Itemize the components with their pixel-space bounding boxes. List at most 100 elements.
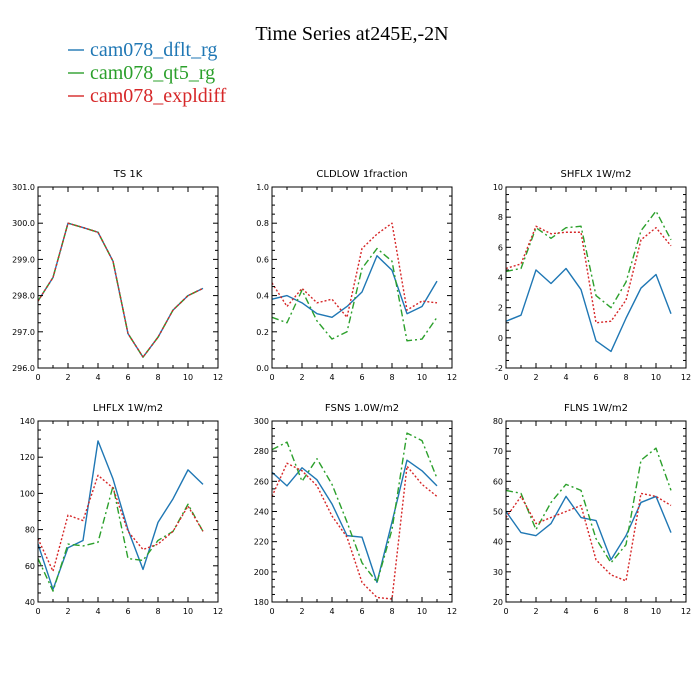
x-tick-label: 12 <box>681 607 691 616</box>
y-tick-label: 300.0 <box>12 219 35 228</box>
y-tick-label: 2 <box>498 304 503 313</box>
y-tick-label: 60 <box>493 477 503 486</box>
x-tick-label: 8 <box>155 373 160 382</box>
x-tick-label: 10 <box>417 607 427 616</box>
series-line <box>271 459 438 584</box>
x-tick-label: 0 <box>269 607 274 616</box>
y-tick-label: 1.0 <box>256 183 269 192</box>
series-line <box>271 462 438 600</box>
y-tick-label: 299.0 <box>12 255 35 264</box>
x-tick-label: 12 <box>681 373 691 382</box>
y-tick-label: 120 <box>20 453 35 462</box>
series-line <box>37 485 204 592</box>
series-line <box>37 440 204 591</box>
x-tick-label: 12 <box>213 607 223 616</box>
x-tick-label: 4 <box>95 373 100 382</box>
y-tick-label: 20 <box>493 598 503 607</box>
y-tick-label: 50 <box>493 508 503 517</box>
series-line <box>271 432 438 584</box>
y-tick-label: 80 <box>25 526 35 535</box>
y-tick-label: 40 <box>25 598 35 607</box>
series-line <box>505 267 672 353</box>
y-tick-label: 220 <box>254 538 269 547</box>
legend-label: cam078_expldiff <box>90 85 227 107</box>
y-tick-label: 0.0 <box>256 364 269 373</box>
x-tick-label: 10 <box>651 607 661 616</box>
x-tick-label: 12 <box>447 373 457 382</box>
x-tick-label: 10 <box>183 607 193 616</box>
figure-title: Time Series at245E,-2N <box>255 23 448 45</box>
x-tick-label: 2 <box>65 607 70 616</box>
y-tick-label: 40 <box>493 538 503 547</box>
x-tick-label: 2 <box>299 607 304 616</box>
y-tick-label: 100 <box>20 489 35 498</box>
y-tick-label: 0 <box>498 334 503 343</box>
panel-title: FSNS 1.0W/m2 <box>325 403 399 414</box>
plot-frame <box>505 420 687 603</box>
panel-title: LHFLX 1W/m2 <box>93 403 163 414</box>
x-tick-label: 6 <box>125 607 130 616</box>
y-tick-label: 297.0 <box>12 328 35 337</box>
x-tick-label: 2 <box>65 373 70 382</box>
x-tick-label: 10 <box>417 373 427 382</box>
x-tick-label: 0 <box>35 373 40 382</box>
x-tick-label: 10 <box>183 373 193 382</box>
chart-panel: TS 1K 0 2 4 6 8 10 12 296.0 297.0 298.0 299.0 300.0 3… <box>12 169 223 382</box>
x-tick-label: 4 <box>329 373 334 382</box>
series-line <box>505 447 672 564</box>
panels: TS 1K0 2 4 6 8 10 12296.0297.0298.0299.0300.03… <box>12 169 691 616</box>
panel-title: FLNS 1W/m2 <box>564 403 628 414</box>
y-tick-label: 0.2 <box>256 328 269 337</box>
y-tick-label: 280 <box>254 447 269 456</box>
series-line <box>505 492 672 582</box>
x-tick-label: 6 <box>593 607 598 616</box>
x-tick-label: 10 <box>651 373 661 382</box>
x-tick-label: 8 <box>623 607 628 616</box>
x-tick-label: 4 <box>95 607 100 616</box>
series-line <box>271 247 438 342</box>
y-tick-label: 296.0 <box>12 364 35 373</box>
chart-panel: CLDLOW 1fraction 0 2 4 6 8 10 12 0.0 0.2 0.4 0.6 0.8… <box>256 169 457 382</box>
x-tick-label: 6 <box>359 607 364 616</box>
x-tick-label: 0 <box>35 607 40 616</box>
y-tick-label: 200 <box>254 568 269 577</box>
y-tick-label: 140 <box>20 417 35 426</box>
chart-panel: LHFLX 1W/m2 0 2 4 6 8 10 12 40 60 80 100 120 140 <box>20 403 223 616</box>
legend: cam078_dflt_rgcam078_qt5_rgcam078_expldi… <box>68 39 227 107</box>
panel-title: TS 1K <box>113 169 143 180</box>
y-tick-label: 240 <box>254 508 269 517</box>
y-tick-label: 6 <box>498 243 503 252</box>
y-tick-label: 300 <box>254 417 269 426</box>
chart-panel: FSNS 1.0W/m2 0 2 4 6 8 10 12 180 200 220 240 260 280 3… <box>254 403 457 616</box>
x-tick-label: 2 <box>299 373 304 382</box>
series-line <box>37 222 204 358</box>
x-tick-label: 6 <box>125 373 130 382</box>
y-tick-label: 10 <box>493 183 503 192</box>
y-tick-label: 60 <box>25 562 35 571</box>
y-tick-label: 301.0 <box>12 183 35 192</box>
legend-label: cam078_qt5_rg <box>90 62 215 84</box>
x-tick-label: 0 <box>503 607 508 616</box>
series-line <box>271 255 438 319</box>
series-line <box>505 225 672 324</box>
plot-frame <box>37 186 219 369</box>
x-tick-label: 8 <box>155 607 160 616</box>
y-tick-label: -2 <box>495 364 503 373</box>
y-tick-label: 8 <box>498 213 503 222</box>
y-tick-label: 30 <box>493 568 503 577</box>
x-tick-label: 12 <box>447 607 457 616</box>
series-line <box>271 222 438 319</box>
y-tick-label: 180 <box>254 598 269 607</box>
x-tick-label: 8 <box>389 607 394 616</box>
y-tick-label: 4 <box>498 274 503 283</box>
x-tick-label: 12 <box>213 373 223 382</box>
x-tick-label: 6 <box>593 373 598 382</box>
plot-frame <box>271 186 453 369</box>
series-line <box>505 210 672 309</box>
x-tick-label: 8 <box>389 373 394 382</box>
panel-title: SHFLX 1W/m2 <box>561 169 632 180</box>
x-tick-label: 8 <box>623 373 628 382</box>
x-tick-label: 2 <box>533 607 538 616</box>
x-tick-label: 4 <box>563 607 568 616</box>
